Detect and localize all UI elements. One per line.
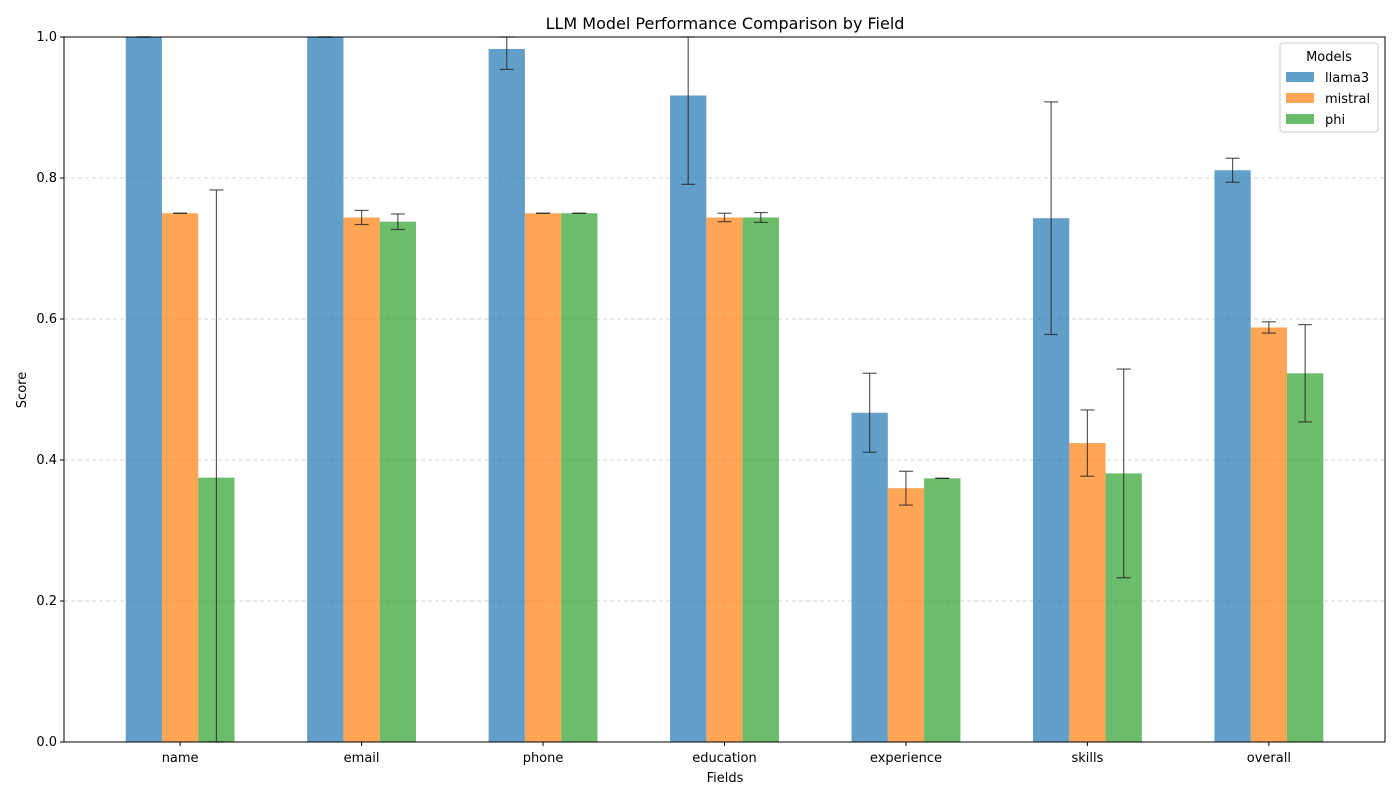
legend: Models llama3 mistral phi bbox=[1279, 42, 1379, 133]
bar-mistral-overall bbox=[1250, 327, 1288, 742]
bar-phi-education bbox=[742, 217, 779, 743]
x-tick-label: phone bbox=[523, 751, 564, 766]
legend-swatch-phi bbox=[1286, 114, 1314, 124]
legend-label-mistral: mistral bbox=[1325, 92, 1370, 107]
legend-swatch-mistral bbox=[1286, 93, 1314, 103]
chart-title: LLM Model Performance Comparison by Fiel… bbox=[546, 14, 905, 33]
bar-llama3-overall bbox=[1214, 170, 1251, 742]
bar-mistral-email bbox=[343, 217, 380, 743]
bar-llama3-name bbox=[125, 37, 162, 742]
bar-llama3-education bbox=[670, 95, 707, 742]
bar-mistral-experience bbox=[887, 488, 925, 742]
y-tick-label: 0.0 bbox=[36, 735, 57, 750]
bar-phi-phone bbox=[561, 213, 598, 742]
bar-mistral-education bbox=[706, 217, 743, 743]
bar-llama3-experience bbox=[851, 412, 888, 742]
legend-label-llama3: llama3 bbox=[1325, 71, 1369, 86]
x-tick-label: email bbox=[344, 751, 380, 766]
bar-phi-experience bbox=[924, 478, 961, 742]
y-tick-label: 0.2 bbox=[36, 594, 57, 609]
legend-label-phi: phi bbox=[1325, 113, 1345, 128]
x-tick-label: education bbox=[692, 751, 757, 766]
y-tick-label: 0.6 bbox=[36, 312, 57, 327]
bar-mistral-skills bbox=[1069, 443, 1106, 742]
y-tick-label: 1.0 bbox=[36, 30, 57, 45]
legend-box bbox=[1279, 42, 1379, 133]
legend-items: llama3 mistral phi bbox=[1286, 71, 1370, 128]
bars-layer bbox=[125, 37, 1324, 743]
y-tick-label: 0.4 bbox=[36, 453, 57, 468]
x-tick-label: experience bbox=[870, 751, 942, 766]
bar-llama3-phone bbox=[488, 48, 525, 743]
x-tick-label: overall bbox=[1247, 751, 1291, 766]
axes-layer: 0.0 0.2 0.4 0.6 0.8 1.0 name email phone educatio… bbox=[36, 30, 1291, 766]
y-tick-label: 0.8 bbox=[36, 171, 57, 186]
bar-llama3-email bbox=[307, 37, 344, 742]
bar-phi-overall bbox=[1287, 373, 1324, 742]
y-axis-label: Score bbox=[15, 372, 30, 408]
legend-title: Models bbox=[1306, 50, 1352, 65]
bar-mistral-phone bbox=[524, 213, 562, 742]
legend-swatch-llama3 bbox=[1286, 72, 1314, 82]
x-tick-label: name bbox=[162, 751, 199, 766]
x-axis-label: Fields bbox=[707, 771, 744, 786]
x-tick-label: skills bbox=[1071, 751, 1103, 766]
bar-phi-email bbox=[379, 221, 417, 742]
bar-mistral-name bbox=[161, 213, 199, 742]
